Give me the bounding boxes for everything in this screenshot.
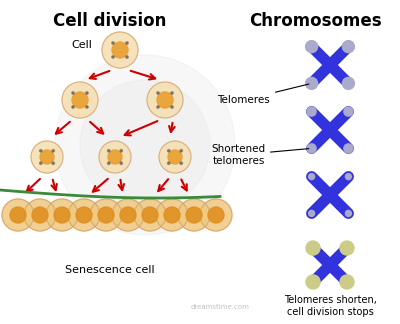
- Circle shape: [68, 199, 100, 231]
- Circle shape: [108, 150, 122, 164]
- Circle shape: [171, 106, 173, 108]
- Circle shape: [112, 42, 114, 44]
- Circle shape: [142, 207, 158, 223]
- Text: Chromosomes: Chromosomes: [249, 12, 381, 30]
- Circle shape: [10, 207, 26, 223]
- Circle shape: [306, 40, 318, 52]
- Circle shape: [344, 144, 353, 153]
- Circle shape: [62, 82, 98, 118]
- Circle shape: [98, 207, 114, 223]
- Circle shape: [208, 207, 224, 223]
- Circle shape: [102, 32, 138, 68]
- Circle shape: [46, 199, 78, 231]
- Circle shape: [52, 162, 54, 164]
- Circle shape: [159, 141, 191, 173]
- Text: Shortened
telomeres: Shortened telomeres: [211, 144, 309, 166]
- Circle shape: [54, 207, 70, 223]
- Circle shape: [180, 162, 182, 164]
- Circle shape: [40, 162, 42, 164]
- Circle shape: [32, 207, 48, 223]
- Circle shape: [200, 199, 232, 231]
- Circle shape: [52, 150, 54, 152]
- Circle shape: [126, 42, 128, 44]
- Circle shape: [40, 150, 42, 152]
- Circle shape: [171, 92, 173, 94]
- Circle shape: [342, 40, 354, 52]
- Circle shape: [86, 106, 88, 108]
- Circle shape: [157, 92, 173, 108]
- Circle shape: [306, 275, 320, 289]
- Circle shape: [180, 150, 182, 152]
- Circle shape: [90, 199, 122, 231]
- Circle shape: [342, 77, 354, 89]
- Circle shape: [80, 80, 210, 210]
- Circle shape: [309, 210, 315, 216]
- Text: Telomeres shorten,
cell division stops: Telomeres shorten, cell division stops: [284, 295, 376, 317]
- Circle shape: [168, 150, 170, 152]
- Circle shape: [112, 42, 128, 58]
- Circle shape: [99, 141, 131, 173]
- Text: Cell division: Cell division: [53, 12, 167, 30]
- Circle shape: [120, 207, 136, 223]
- Circle shape: [157, 92, 159, 94]
- Circle shape: [112, 199, 144, 231]
- Circle shape: [120, 150, 122, 152]
- Circle shape: [345, 174, 351, 179]
- Text: dreamstime.com: dreamstime.com: [190, 304, 250, 310]
- Circle shape: [168, 150, 182, 164]
- Circle shape: [24, 199, 56, 231]
- Circle shape: [156, 199, 188, 231]
- Circle shape: [108, 162, 110, 164]
- Circle shape: [344, 107, 353, 116]
- Circle shape: [72, 106, 74, 108]
- Circle shape: [55, 55, 235, 235]
- Text: Telomeres: Telomeres: [217, 84, 309, 105]
- Circle shape: [307, 144, 316, 153]
- Circle shape: [76, 207, 92, 223]
- Circle shape: [126, 56, 128, 58]
- Circle shape: [72, 92, 74, 94]
- Circle shape: [40, 150, 54, 164]
- Circle shape: [186, 207, 202, 223]
- Circle shape: [309, 174, 315, 179]
- Circle shape: [86, 92, 88, 94]
- Circle shape: [157, 106, 159, 108]
- Circle shape: [306, 241, 320, 255]
- Circle shape: [72, 92, 88, 108]
- Text: Senescence cell: Senescence cell: [65, 265, 155, 275]
- Text: Cell: Cell: [71, 40, 92, 50]
- Circle shape: [134, 199, 166, 231]
- Circle shape: [307, 107, 316, 116]
- Circle shape: [340, 241, 354, 255]
- Circle shape: [340, 275, 354, 289]
- Circle shape: [345, 210, 351, 216]
- Circle shape: [120, 162, 122, 164]
- Circle shape: [112, 56, 114, 58]
- Circle shape: [108, 150, 110, 152]
- Circle shape: [168, 162, 170, 164]
- Circle shape: [31, 141, 63, 173]
- Circle shape: [164, 207, 180, 223]
- Circle shape: [2, 199, 34, 231]
- Circle shape: [178, 199, 210, 231]
- Circle shape: [306, 77, 318, 89]
- Circle shape: [147, 82, 183, 118]
